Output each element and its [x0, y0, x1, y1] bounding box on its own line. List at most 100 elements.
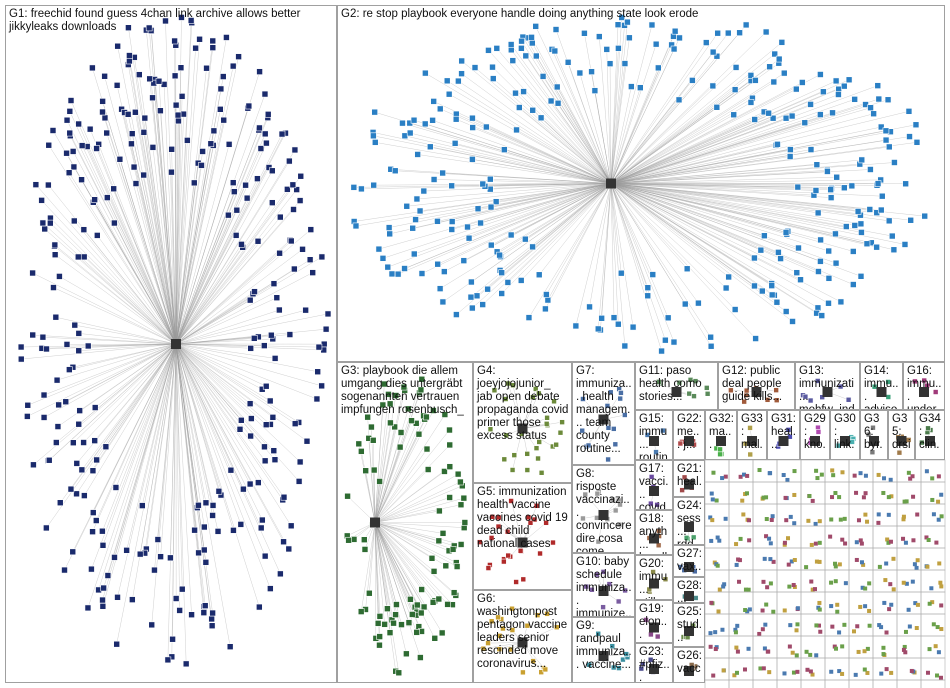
node [884, 96, 892, 104]
edge [60, 343, 177, 503]
edge [610, 33, 718, 184]
edge [610, 183, 830, 279]
node [145, 24, 153, 32]
node [936, 499, 941, 504]
node [172, 101, 180, 109]
node [270, 447, 278, 454]
node [713, 647, 718, 652]
node [939, 584, 944, 589]
edge [545, 183, 612, 309]
edge [175, 239, 291, 345]
group-label: G11: paso health como stories... [639, 365, 702, 403]
edge [175, 343, 283, 501]
node [867, 581, 872, 586]
node [586, 303, 593, 311]
node [927, 647, 932, 652]
node [925, 670, 930, 675]
edge [175, 114, 184, 345]
node [78, 176, 85, 183]
edge [472, 159, 612, 184]
group-box: G34: clin... [915, 410, 945, 460]
node [66, 108, 74, 115]
edge [94, 343, 177, 441]
edge [35, 184, 177, 345]
edge [610, 31, 767, 184]
node [921, 212, 929, 220]
node [522, 235, 529, 243]
node [167, 554, 174, 562]
node [837, 298, 845, 306]
node [123, 547, 130, 554]
node [794, 183, 802, 191]
edge [440, 108, 612, 184]
node [314, 368, 321, 376]
edge [54, 244, 177, 345]
mini-group [800, 635, 826, 659]
node [132, 180, 140, 187]
edge [610, 183, 756, 339]
edge [531, 37, 612, 184]
mini-group [848, 503, 874, 527]
group-label: G28: ... [677, 580, 702, 603]
node [65, 169, 73, 177]
node [296, 458, 304, 466]
node [507, 231, 515, 239]
node [877, 206, 885, 214]
edge [167, 343, 177, 660]
mini-group [704, 459, 730, 483]
group-box: G26: vacc... [673, 647, 705, 683]
edge [175, 143, 267, 345]
edge [425, 123, 612, 184]
node [370, 132, 377, 140]
group-box: G12: public deal people guide kills... [718, 362, 795, 410]
node [171, 37, 178, 45]
edge [68, 172, 177, 345]
node [91, 437, 98, 444]
node [840, 470, 845, 475]
edge [610, 183, 819, 214]
node [939, 492, 944, 497]
node [162, 17, 169, 25]
node [915, 512, 920, 517]
node [271, 355, 279, 362]
edge [55, 317, 177, 345]
node [747, 538, 752, 543]
node [737, 558, 742, 563]
group-box: G21: heal... deat... [673, 460, 705, 497]
node [78, 142, 86, 149]
node [854, 557, 859, 562]
edge [452, 183, 612, 222]
edge [610, 124, 917, 184]
node [111, 219, 118, 227]
edge [610, 144, 778, 184]
node [759, 287, 766, 295]
node [91, 196, 98, 203]
mini-group [896, 525, 922, 549]
node [787, 584, 792, 589]
group-label: G34: clin... [919, 413, 941, 460]
mini-group [776, 657, 802, 681]
edge [536, 55, 612, 184]
node [251, 288, 258, 295]
group-box: G16: immu... under... [903, 362, 945, 410]
node [882, 600, 887, 605]
edge [487, 183, 612, 290]
node [254, 237, 262, 245]
node [734, 670, 739, 675]
node [73, 490, 80, 498]
node [891, 556, 896, 561]
node [737, 579, 742, 584]
node [89, 64, 96, 72]
edge [610, 99, 889, 184]
edge [610, 44, 657, 184]
edge [610, 183, 883, 197]
node [291, 146, 299, 154]
node [455, 77, 462, 85]
group-box: G32: ma... [705, 410, 737, 460]
edge [539, 183, 612, 275]
edge [81, 179, 177, 345]
node [270, 280, 278, 287]
node [747, 72, 755, 79]
edge [135, 112, 177, 345]
edge [175, 343, 231, 647]
